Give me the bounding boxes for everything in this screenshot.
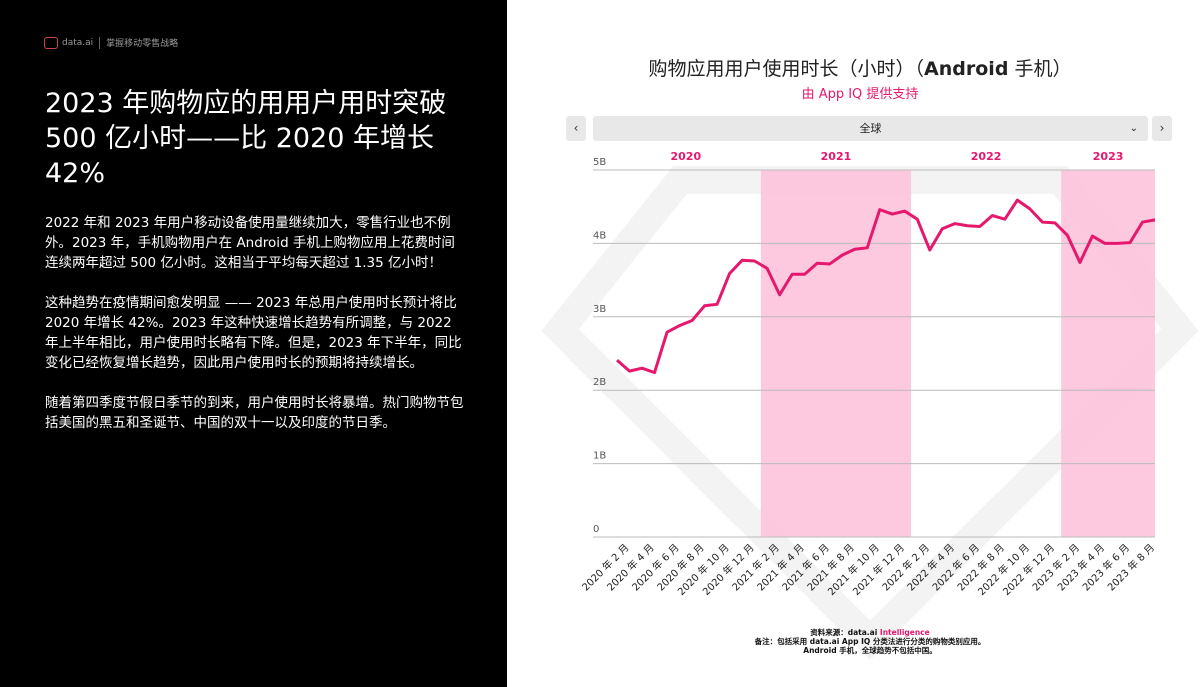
footer: 资料来源：data.ai Intelligence 备注：包括采用 data.a… <box>560 628 1180 655</box>
y-tick-label: 5B <box>593 157 606 168</box>
chart-subtitle: 由 App IQ 提供支持 <box>801 87 919 102</box>
divider <box>99 36 101 49</box>
title-bold: Android <box>924 58 1009 80</box>
body-text: 2022 年和 2023 年用户移动设备使用量继续加大，零售行业也不例外。202… <box>45 213 465 453</box>
note-line: 备注：包括采用 data.ai App IQ 分类法进行分类的购物类别应用。 <box>754 637 986 646</box>
next-button[interactable]: › <box>1152 116 1172 141</box>
watermark-logo <box>541 166 1199 660</box>
paragraph: 2022 年和 2023 年用户移动设备使用量继续加大，零售行业也不例外。202… <box>45 215 455 271</box>
y-tick-label: 1B <box>593 451 606 462</box>
year-label: 2022 <box>971 150 1002 163</box>
source-brand: Intelligence <box>879 628 930 637</box>
year-label: 2021 <box>821 150 852 163</box>
y-tick-label: 0 <box>593 524 599 535</box>
series-line <box>616 198 1156 375</box>
data-ai-logo-icon <box>44 36 58 49</box>
paragraph: 这种趋势在疫情期间愈发明显 —— 2023 年总用户使用时长预计将比 2020 … <box>45 295 462 371</box>
year-label: 2023 <box>1093 150 1124 163</box>
left-panel: data.ai 掌握移动零售战略 2023 年购物应的用用户用时突破 500 亿… <box>0 0 507 687</box>
note-line: Android 手机，全球趋势不包括中国。 <box>803 646 937 655</box>
section-title: 掌握移动零售战略 <box>106 39 179 49</box>
prev-button[interactable]: ‹ <box>566 116 586 141</box>
headline: 2023 年购物应的用用户用时突破 500 亿小时——比 2020 年增长 42… <box>45 88 447 189</box>
source-label: 资料来源：data.ai <box>810 628 880 637</box>
chevron-down-icon: ⌄ <box>1129 123 1138 134</box>
region-select[interactable]: 全球 ⌄ <box>593 116 1148 141</box>
chart-title: 购物应用用户使用时长（小时）（Android 手机） <box>560 54 1160 81</box>
year-label: 2020 <box>671 150 702 163</box>
y-tick-label: 3B <box>593 304 606 315</box>
region-value: 全球 <box>859 122 882 135</box>
paragraph: 随着第四季度节假日季节的到来，用户使用时长将暴增。热门购物节包括美国的黑五和圣诞… <box>45 395 464 431</box>
title-end: 手机） <box>1008 58 1072 80</box>
year-band-2021 <box>760 170 912 537</box>
year-band-2023 <box>1061 170 1155 537</box>
y-tick-label: 2B <box>593 377 606 388</box>
brand-name: data.ai <box>62 37 94 48</box>
header-logo: data.ai 掌握移动零售战略 <box>44 36 178 49</box>
y-tick-label: 4B <box>593 230 606 241</box>
title-text: 购物应用用户使用时长（小时）（ <box>648 58 925 80</box>
